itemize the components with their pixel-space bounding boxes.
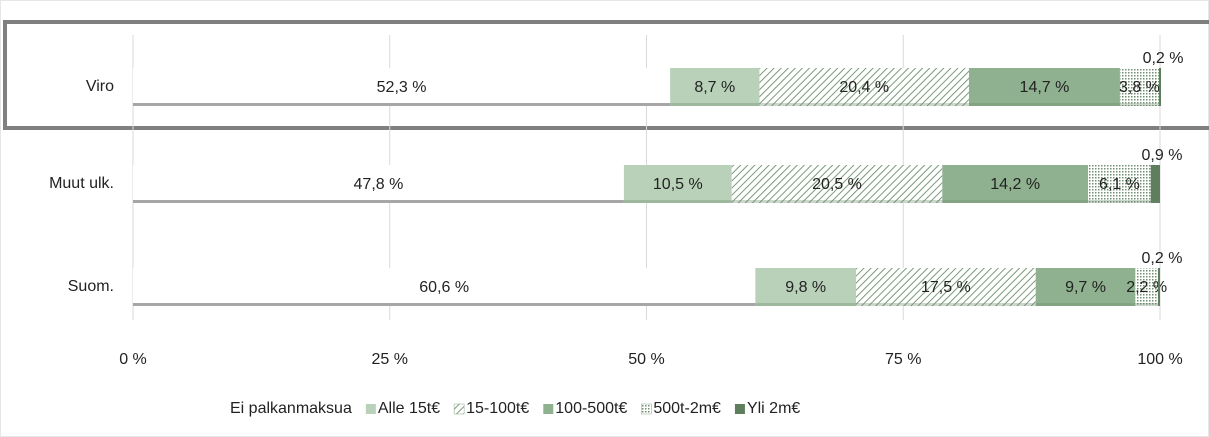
bar-shadow bbox=[1157, 303, 1160, 306]
data-label: 14,7 % bbox=[1020, 79, 1070, 96]
data-label: 47,8 % bbox=[354, 176, 404, 193]
bar bbox=[1135, 268, 1158, 306]
bar-shadow bbox=[1150, 200, 1160, 203]
data-label: 9,7 % bbox=[1065, 279, 1106, 296]
legend-swatch bbox=[734, 404, 745, 414]
bar bbox=[670, 68, 760, 106]
data-label: 14,2 % bbox=[990, 176, 1040, 193]
bar bbox=[968, 68, 1120, 106]
data-label: 0,2 % bbox=[1143, 50, 1184, 67]
y-tick-label: Muut ulk. bbox=[49, 175, 114, 192]
bar-shadow bbox=[942, 200, 1089, 203]
data-label: 0,9 % bbox=[1142, 147, 1183, 164]
x-tick-label: 75 % bbox=[885, 351, 921, 368]
bar bbox=[755, 268, 857, 306]
data-label: 2,2 % bbox=[1126, 279, 1167, 296]
bar-shadow bbox=[759, 103, 969, 106]
bar bbox=[1158, 68, 1162, 106]
bar bbox=[856, 268, 1036, 306]
x-tick-label: 0 % bbox=[119, 351, 147, 368]
legend-swatch bbox=[543, 404, 554, 414]
data-label: 20,4 % bbox=[839, 79, 889, 96]
data-label: 20,5 % bbox=[812, 176, 862, 193]
bar bbox=[1088, 165, 1151, 203]
bar bbox=[1157, 268, 1160, 306]
data-label: 0,2 % bbox=[1142, 250, 1183, 267]
data-label: 3,8 % bbox=[1119, 79, 1160, 96]
y-tick-label: Suom. bbox=[68, 278, 114, 295]
data-label: 10,5 % bbox=[653, 176, 703, 193]
bar bbox=[759, 68, 969, 106]
bar-shadow bbox=[856, 303, 1036, 306]
data-label: 6,1 % bbox=[1099, 176, 1140, 193]
data-label: 9,8 % bbox=[785, 279, 826, 296]
bar-shadow bbox=[133, 200, 624, 203]
bar bbox=[623, 165, 732, 203]
bar-shadow bbox=[670, 103, 760, 106]
bar-shadow bbox=[1135, 303, 1158, 306]
data-label: 60,6 % bbox=[419, 279, 469, 296]
legend-swatch bbox=[365, 404, 376, 414]
bar bbox=[133, 68, 671, 106]
bar bbox=[1119, 68, 1159, 106]
bar-shadow bbox=[623, 200, 732, 203]
legend-label: 100-500t€ bbox=[555, 400, 627, 417]
legend-label: 15-100t€ bbox=[466, 400, 529, 417]
bar-shadow bbox=[731, 200, 943, 203]
data-label: 17,5 % bbox=[921, 279, 971, 296]
bar bbox=[942, 165, 1089, 203]
x-tick-label: 50 % bbox=[628, 351, 664, 368]
bar bbox=[133, 268, 756, 306]
x-tick-label: 25 % bbox=[372, 351, 408, 368]
bar-shadow bbox=[133, 303, 756, 306]
bar bbox=[1035, 268, 1136, 306]
legend-label: Alle 15t€ bbox=[378, 400, 440, 417]
bar-shadow bbox=[755, 303, 857, 306]
bar bbox=[133, 165, 624, 203]
bar bbox=[1150, 165, 1160, 203]
bar-shadow bbox=[1088, 200, 1151, 203]
bar-shadow bbox=[1158, 103, 1162, 106]
bar-shadow bbox=[133, 103, 671, 106]
legend-label: 500t-2m€ bbox=[653, 400, 721, 417]
bar-shadow bbox=[968, 103, 1120, 106]
legend-swatch bbox=[453, 403, 465, 415]
legend-swatch bbox=[641, 403, 652, 415]
bar-shadow bbox=[1035, 303, 1136, 306]
highlight-box bbox=[3, 20, 1209, 130]
x-tick-label: 100 % bbox=[1137, 351, 1182, 368]
bar-shadow bbox=[1119, 103, 1159, 106]
data-label: 8,7 % bbox=[694, 79, 735, 96]
legend-label: Yli 2m€ bbox=[747, 400, 800, 417]
y-tick-label: Viro bbox=[86, 78, 114, 95]
legend-label: Ei palkanmaksua bbox=[230, 400, 352, 417]
data-label: 52,3 % bbox=[377, 79, 427, 96]
bar bbox=[731, 165, 943, 203]
